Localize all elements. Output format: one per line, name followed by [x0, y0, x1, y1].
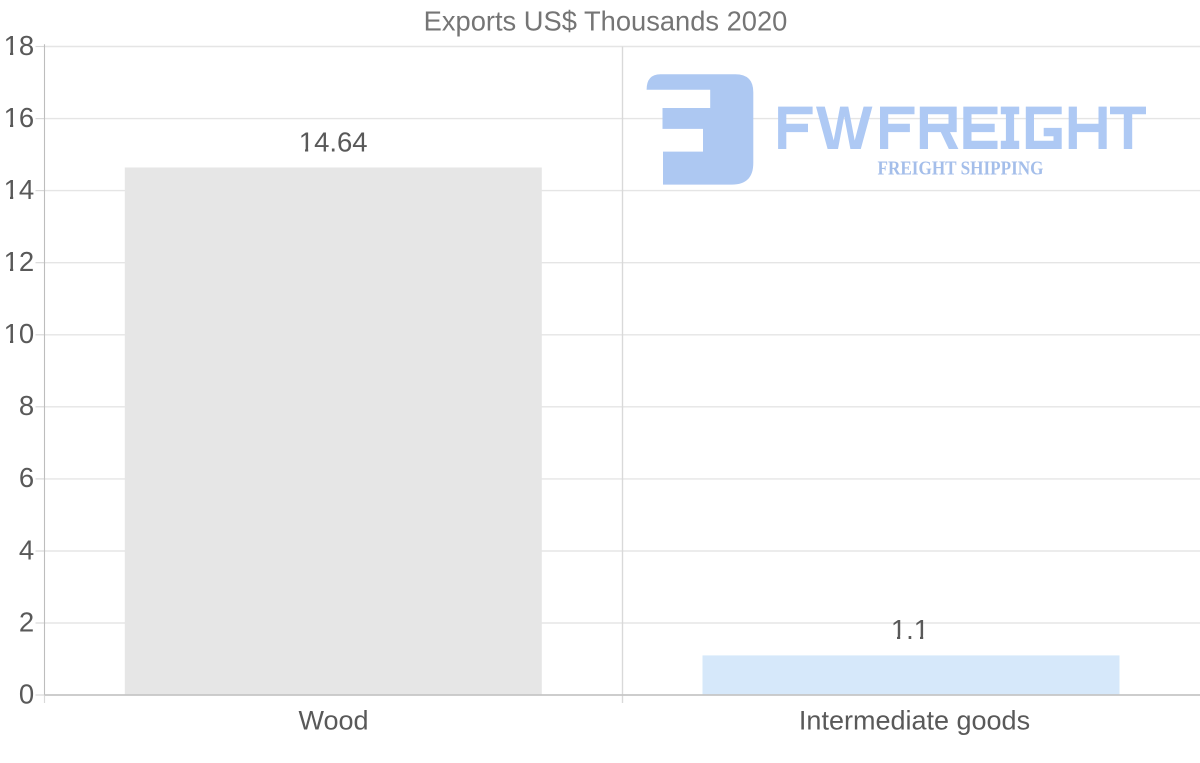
- svg-text:14.64: 14.64: [299, 127, 368, 158]
- svg-text:Intermediate goods: Intermediate goods: [799, 705, 1030, 735]
- svg-text:10: 10: [4, 318, 35, 349]
- svg-text:FREIGHT SHIPPING: FREIGHT SHIPPING: [878, 157, 1044, 179]
- svg-text:Exports US$ Thousands 2020: Exports US$ Thousands 2020: [424, 5, 788, 36]
- svg-text:4: 4: [19, 534, 34, 565]
- svg-text:1.1: 1.1: [891, 614, 929, 645]
- svg-text:2: 2: [19, 606, 34, 637]
- svg-text:16: 16: [4, 102, 35, 133]
- svg-text:6: 6: [19, 462, 34, 493]
- svg-text:18: 18: [4, 30, 35, 61]
- svg-text:0: 0: [19, 678, 34, 709]
- svg-text:Wood: Wood: [298, 705, 368, 735]
- svg-text:12: 12: [4, 246, 35, 277]
- svg-text:14: 14: [4, 174, 35, 205]
- svg-text:8: 8: [19, 390, 34, 421]
